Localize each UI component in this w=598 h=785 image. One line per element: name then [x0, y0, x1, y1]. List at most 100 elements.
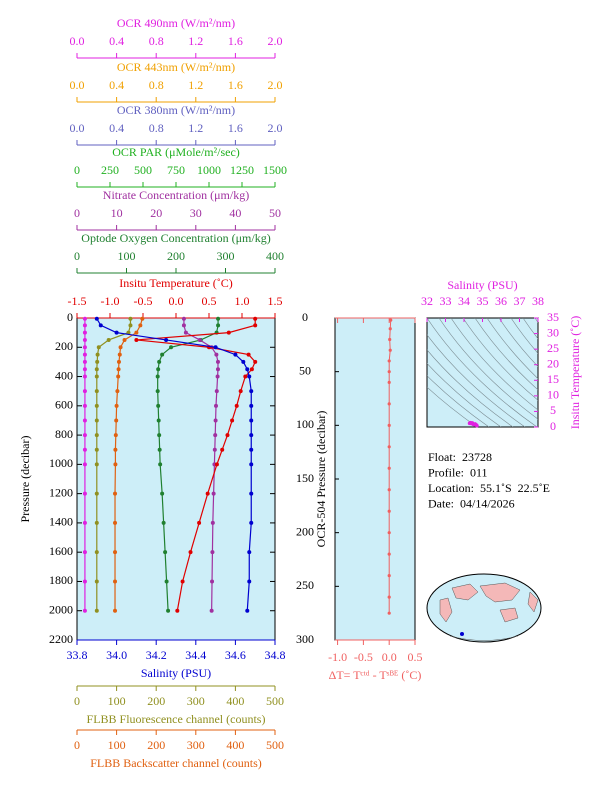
y-tick-label: 0 [550, 419, 556, 433]
x-axis-title: ΔT= Tᶜᵗᵈ - Tˢᴮᴱ (˚C) [329, 668, 422, 682]
profile-point [210, 520, 215, 525]
profile-point [205, 491, 210, 496]
profile-point [249, 520, 254, 525]
profile-point [82, 608, 87, 613]
x-tick-label: 0 [74, 206, 80, 220]
x-tick-label: 1.5 [268, 294, 283, 308]
profile-line [96, 318, 252, 611]
y-tick-label: 2000 [49, 602, 73, 616]
profile-point [234, 403, 239, 408]
profile-point [113, 462, 118, 467]
x-tick-label: 0.0 [70, 34, 85, 48]
profile-point [94, 316, 99, 321]
x-tick-label: 1.0 [235, 294, 250, 308]
profile-point [82, 316, 87, 321]
density-contour [438, 318, 538, 420]
x-tick-label: 30 [190, 206, 202, 220]
x-tick-label: 1.6 [228, 78, 243, 92]
profile-point [94, 462, 99, 467]
x-tick-label: 37 [514, 294, 526, 308]
x-tick-label: 1.6 [228, 34, 243, 48]
profile-point [82, 418, 87, 423]
x-tick-label: 0.8 [149, 121, 164, 135]
delta-line [388, 320, 392, 614]
profile-point [212, 447, 217, 452]
profile-point [82, 403, 87, 408]
x-tick-label: 0 [74, 694, 80, 708]
y-tick-label: 20 [547, 356, 559, 370]
x-tick-label: 100 [108, 738, 126, 752]
profile-point [161, 520, 166, 525]
profile-point [128, 316, 133, 321]
profile-point [247, 579, 252, 584]
map-land [479, 582, 521, 603]
x-tick-label: 0 [74, 163, 80, 177]
profile-point [134, 330, 139, 335]
x-tick-label: 200 [147, 738, 165, 752]
profile-point [249, 403, 254, 408]
float-location [460, 632, 464, 636]
profile-point [210, 550, 215, 555]
profile-point [249, 418, 254, 423]
x-tick-label: 1.2 [188, 34, 203, 48]
profile-point [226, 330, 231, 335]
plot-area [334, 317, 416, 641]
profile-point [155, 389, 160, 394]
delta-point [387, 370, 391, 374]
profile-point [95, 359, 100, 364]
x-tick-label: 0.0 [70, 121, 85, 135]
x-tick-label: 34.6 [225, 648, 246, 662]
x-tick-label: 33.8 [67, 648, 88, 662]
x-axis-title: OCR 380nm (W/m²/nm) [117, 103, 235, 117]
x-tick-label: 0 [74, 249, 80, 263]
x-tick-label: 300 [187, 694, 205, 708]
x-tick-label: 100 [118, 249, 136, 263]
x-tick-label: 1.2 [188, 121, 203, 135]
profile-point [245, 608, 250, 613]
profile-point [180, 579, 185, 584]
profile-line [157, 318, 219, 611]
profile-point [253, 359, 258, 364]
density-contour [462, 318, 538, 401]
profile-point [82, 389, 87, 394]
profile-point [197, 520, 202, 525]
x-axis-title: FLBB Fluorescence channel (counts) [87, 712, 266, 726]
profile-point [183, 330, 188, 335]
profile-point [230, 418, 235, 423]
profile-point [197, 337, 202, 342]
density-contour [450, 318, 538, 411]
ts-point [468, 420, 473, 425]
profile-point [118, 345, 123, 350]
profile-point [211, 491, 216, 496]
profile-point [158, 462, 163, 467]
profile-point [94, 403, 99, 408]
profile-point [160, 352, 165, 357]
x-tick-label: 1000 [197, 163, 221, 177]
map-land [499, 607, 519, 623]
x-tick-label: 1500 [263, 163, 287, 177]
x-tick-label: 400 [266, 249, 284, 263]
delta-point [387, 445, 391, 449]
float-info: Location: 55.1˚S 22.5˚E [428, 481, 550, 495]
x-tick-label: 100 [108, 694, 126, 708]
y-tick-label: 5 [550, 403, 556, 417]
profile-point [233, 352, 238, 357]
map-land [449, 635, 519, 641]
profile-point [215, 359, 220, 364]
x-tick-label: 200 [167, 249, 185, 263]
x-axis-title: Nitrate Concentration (μm/kg) [103, 188, 249, 202]
profile-point [82, 433, 87, 438]
y-tick-label: 300 [296, 632, 314, 646]
delta-point [387, 402, 391, 406]
x-tick-label: 1.6 [228, 121, 243, 135]
profile-point [213, 418, 218, 423]
delta-point [387, 611, 391, 615]
profile-point [157, 433, 162, 438]
profile-point [94, 447, 99, 452]
profile-point [117, 352, 122, 357]
profile-point [114, 418, 119, 423]
delta-point [387, 423, 391, 427]
x-tick-label: 50 [269, 206, 281, 220]
map-land [451, 583, 479, 601]
